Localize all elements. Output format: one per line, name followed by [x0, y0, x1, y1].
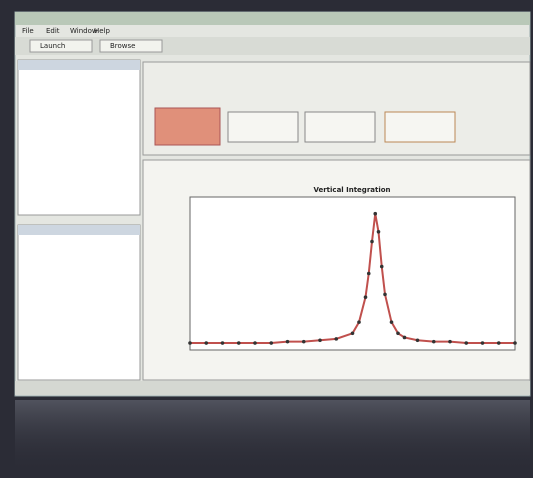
data-point [396, 332, 400, 336]
workflow-node[interactable] [228, 112, 298, 142]
data-point [318, 338, 322, 342]
data-point [373, 212, 377, 216]
data-point [253, 341, 257, 345]
data-point [188, 341, 192, 345]
workflow-node[interactable] [385, 112, 455, 142]
data-point [204, 341, 208, 345]
data-point [286, 340, 290, 344]
data-point [334, 337, 338, 341]
panel-header [18, 225, 140, 235]
data-point [221, 341, 225, 345]
menu-item[interactable]: File [22, 27, 34, 35]
data-point [390, 320, 394, 324]
data-point [269, 341, 273, 345]
data-point [351, 332, 355, 336]
tab-label[interactable]: Launch [40, 42, 65, 50]
navigator-panel [18, 60, 140, 215]
data-point [513, 341, 517, 345]
panel-header [18, 60, 140, 70]
screen: FileEditWindowHelp LaunchBrowse Vertical… [0, 0, 533, 474]
algorithm-panel [18, 225, 140, 380]
workflow-node[interactable] [305, 112, 375, 142]
data-point [416, 338, 420, 342]
data-point [367, 272, 371, 276]
data-point [364, 295, 368, 299]
menu-item[interactable]: Edit [46, 27, 60, 35]
data-point [370, 240, 374, 244]
data-point [403, 336, 407, 340]
chart-title: Vertical Integration [313, 186, 390, 194]
data-point [237, 341, 241, 345]
data-point [357, 320, 361, 324]
workflow-node[interactable] [155, 108, 220, 145]
menu-item[interactable]: Help [94, 27, 111, 35]
reflection [15, 400, 530, 474]
plot-area [190, 197, 515, 350]
data-point [464, 341, 468, 345]
data-point [481, 341, 485, 345]
title-bar [15, 12, 530, 25]
data-point [302, 340, 306, 344]
data-point [432, 340, 436, 344]
data-point [383, 293, 387, 297]
status-bar [15, 381, 530, 395]
data-point [377, 230, 381, 234]
tab-label[interactable]: Browse [110, 42, 136, 50]
data-point [497, 341, 501, 345]
data-point [380, 265, 384, 269]
data-point [448, 340, 452, 344]
